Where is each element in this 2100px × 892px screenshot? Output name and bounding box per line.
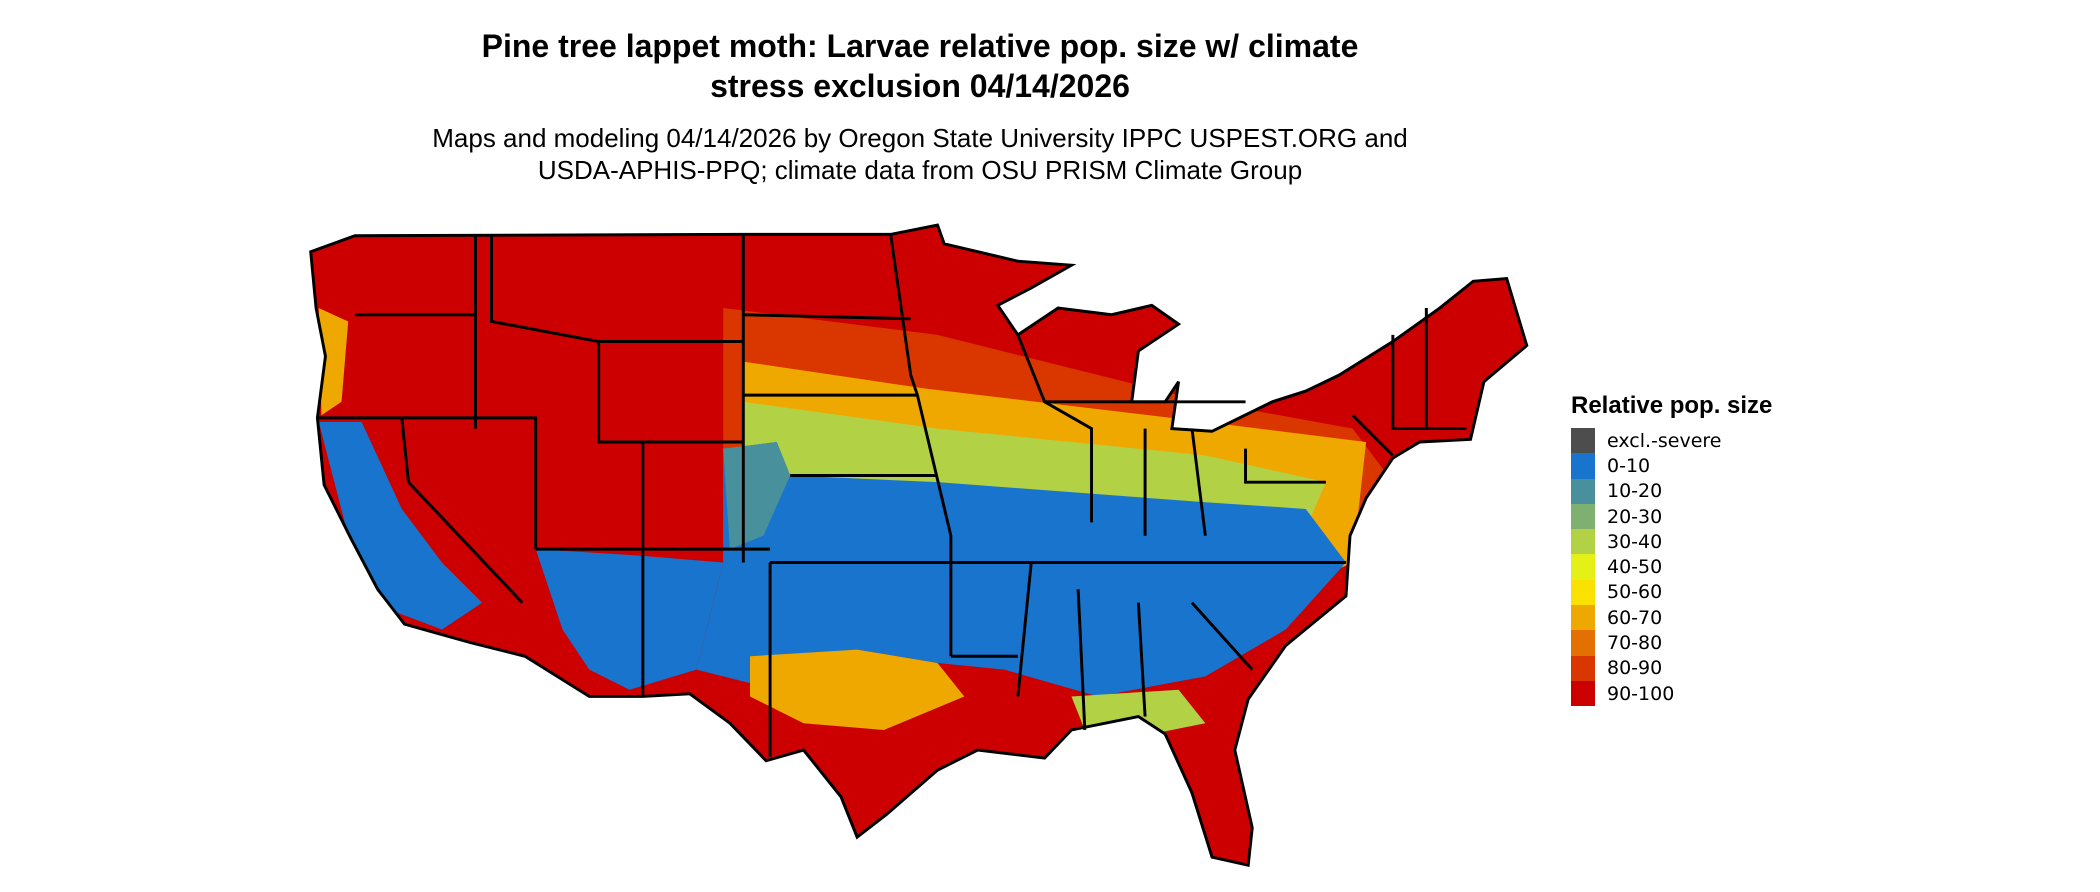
legend-swatch: [1571, 655, 1595, 681]
legend-swatch: [1571, 478, 1595, 504]
zone-10-20: [723, 441, 791, 550]
legend-label: 80-90: [1607, 657, 1663, 680]
legend-swatch: [1571, 529, 1595, 555]
map-subtitle: Maps and modeling 04/14/2026 by Oregon S…: [0, 122, 1840, 186]
zone-0-10: [696, 441, 1346, 697]
legend-item: 50-60: [1571, 579, 1772, 606]
legend-swatch: [1571, 605, 1595, 631]
legend-item: 70-80: [1571, 630, 1772, 656]
legend-swatch: [1571, 503, 1595, 530]
legend-label: 30-40: [1607, 530, 1663, 553]
legend-item: 20-30: [1571, 503, 1772, 530]
legend-label: 10-20: [1607, 480, 1663, 503]
legend-item: 90-100: [1571, 680, 1772, 707]
zone-60-70-texas: [750, 649, 965, 730]
legend-item: 60-70: [1571, 605, 1772, 631]
legend-label: 0-10: [1607, 454, 1651, 477]
legend-swatch: [1571, 630, 1595, 656]
legend-swatch: [1571, 579, 1595, 606]
legend-item: 30-40: [1571, 529, 1772, 555]
legend-label: 50-60: [1607, 581, 1663, 604]
legend-label: 70-80: [1607, 632, 1663, 655]
legend-swatch: [1571, 428, 1595, 454]
zone-0-10-southwest: [535, 549, 724, 690]
subtitle-line-2: USDA-APHIS-PPQ; climate data from OSU PR…: [537, 155, 1303, 185]
legend-item: 40-50: [1571, 554, 1772, 580]
zone-0-10-california: [318, 421, 483, 630]
legend-item: excl.-severe: [1571, 428, 1772, 454]
legend-title: Relative pop. size: [1571, 392, 1773, 419]
title-line-2: stress exclusion 04/14/2026: [710, 68, 1130, 104]
legend-label: excl.-severe: [1607, 429, 1722, 452]
map-title: Pine tree lappet moth: Larvae relative p…: [0, 26, 1840, 106]
subtitle-line-1: Maps and modeling 04/14/2026 by Oregon S…: [432, 123, 1408, 153]
legend-label: 20-30: [1607, 505, 1663, 528]
legend-label: 60-70: [1607, 606, 1663, 629]
state-borders: [309, 223, 1529, 867]
legend-item: 80-90: [1571, 655, 1772, 681]
legend-label: 40-50: [1607, 556, 1663, 579]
title-line-1: Pine tree lappet moth: Larvae relative p…: [481, 28, 1359, 64]
legend-swatch: [1571, 680, 1595, 707]
zone-60-70-coast: [318, 308, 349, 416]
legend-item: 10-20: [1571, 478, 1772, 504]
legend-swatch: [1571, 453, 1595, 479]
legend-swatch: [1571, 554, 1595, 580]
legend: Relative pop. size excl.-severe 0-10 10-20…: [1571, 392, 1773, 707]
legend-item: 0-10: [1571, 453, 1772, 479]
legend-label: 90-100: [1607, 682, 1675, 705]
